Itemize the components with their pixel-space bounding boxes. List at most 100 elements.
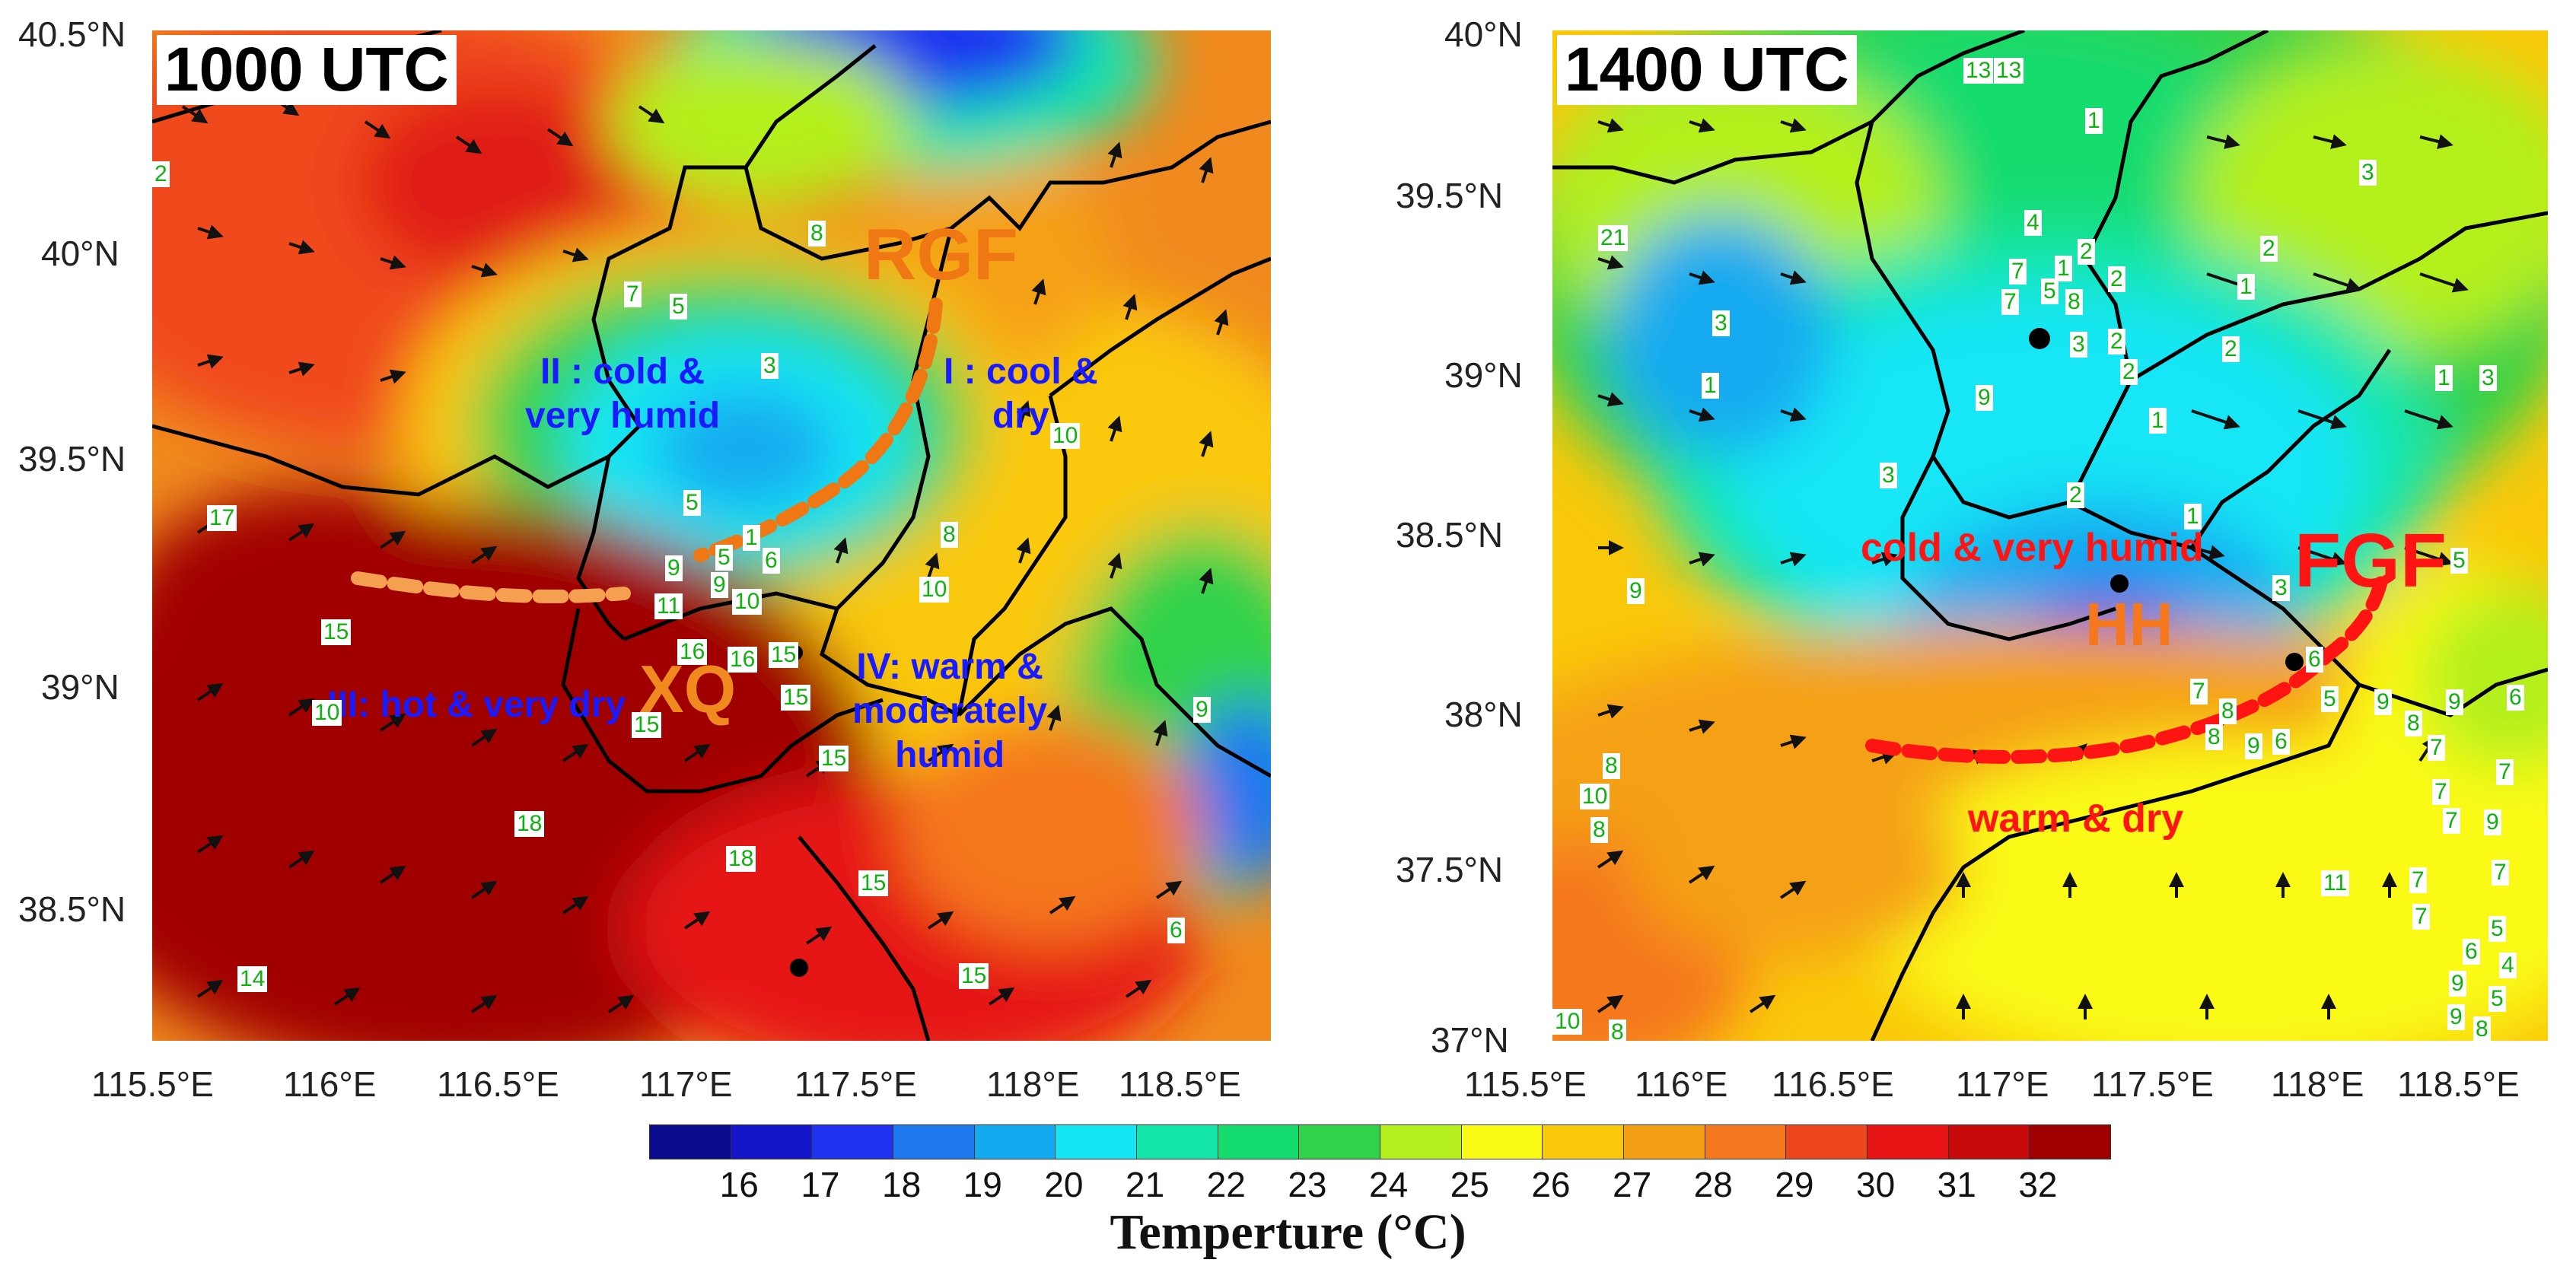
station-label: 6 bbox=[2463, 939, 2480, 965]
colorbar-swatch bbox=[893, 1124, 975, 1159]
station-label: 13 bbox=[1963, 58, 1994, 84]
colorbar-tick-label: 25 bbox=[1450, 1165, 1489, 1204]
station-label: 15 bbox=[321, 619, 352, 645]
station-label: 2 bbox=[2067, 482, 2084, 508]
station-label: 3 bbox=[1880, 463, 1897, 488]
station-label: 2 bbox=[2108, 329, 2125, 355]
station-dot bbox=[2285, 653, 2304, 671]
region-label-line: I : cool & bbox=[944, 351, 1098, 392]
station-label: 15 bbox=[819, 746, 849, 771]
station-label: 8 bbox=[941, 522, 958, 548]
lon-tick-label: 116°E bbox=[1635, 1064, 1728, 1104]
station-label: 2 bbox=[152, 161, 170, 187]
panel-title: 1000 UTC bbox=[157, 35, 457, 105]
station-label: 1 bbox=[1702, 373, 1719, 399]
colorbar-swatch bbox=[730, 1124, 813, 1159]
station-label: 9 bbox=[2446, 689, 2463, 715]
lat-tick-label: 38.5°N bbox=[18, 889, 126, 929]
station-label: 6 bbox=[2507, 685, 2524, 711]
station-label: 5 bbox=[2041, 278, 2059, 304]
station-label: 8 bbox=[1609, 1019, 1626, 1041]
station-label: 7 bbox=[2009, 259, 2027, 285]
colorbar-tick-label: 29 bbox=[1775, 1165, 1814, 1204]
station-label: 10 bbox=[1552, 1009, 1583, 1035]
station-label: 2 bbox=[2078, 239, 2095, 265]
front-label-rgf: RGF bbox=[864, 214, 1018, 295]
station-label: 4 bbox=[2024, 210, 2042, 236]
station-label: 9 bbox=[1627, 578, 1645, 604]
station-label: 9 bbox=[711, 572, 728, 598]
station-label: 6 bbox=[763, 548, 780, 574]
station-label: 2 bbox=[2120, 359, 2138, 385]
station-label: 5 bbox=[2321, 686, 2339, 712]
region-label-warm: warm & dry bbox=[1968, 797, 2184, 841]
station-label: 7 bbox=[2409, 867, 2427, 893]
lon-tick-label: 118°E bbox=[986, 1064, 1080, 1104]
lat-tick-label: 39.5°N bbox=[1396, 176, 1504, 215]
station-label: 7 bbox=[2432, 779, 2450, 805]
colorbar-swatch bbox=[1380, 1124, 1462, 1159]
colorbar-swatch bbox=[1055, 1124, 1137, 1159]
station-label: 9 bbox=[665, 555, 683, 581]
region-label-i: I : cool & dry bbox=[944, 350, 1098, 438]
station-label: 21 bbox=[1598, 225, 1629, 251]
station-label: 5 bbox=[2450, 548, 2468, 574]
station-label: 6 bbox=[2272, 729, 2290, 755]
colorbar-swatch bbox=[811, 1124, 893, 1159]
station-label: 9 bbox=[2245, 733, 2262, 759]
colorbar-swatch bbox=[2029, 1124, 2111, 1159]
map-panel-1400utc: 1400 UTC cold & very humid warm & dry FG… bbox=[1552, 30, 2548, 1041]
station-dot bbox=[2110, 574, 2129, 593]
map-panel-1000utc: 1000 UTC II : cold & very humid I : cool… bbox=[152, 30, 1271, 1041]
colorbar-tick-label: 24 bbox=[1369, 1165, 1409, 1204]
lon-tick-label: 116°E bbox=[283, 1064, 377, 1104]
front-label-hh: HH bbox=[2085, 590, 2173, 658]
station-label: 10 bbox=[1050, 423, 1081, 449]
region-label-iii: III: hot & very dry bbox=[327, 685, 626, 725]
lat-tick-label: 40°N bbox=[1444, 14, 1523, 54]
panel-title: 1400 UTC bbox=[1557, 35, 1857, 105]
colorbar-tick-label: 20 bbox=[1044, 1165, 1084, 1204]
station-label: 8 bbox=[2065, 289, 2083, 315]
station-label: 15 bbox=[959, 963, 989, 989]
station-label: 9 bbox=[1976, 385, 1993, 411]
station-dot bbox=[790, 959, 808, 977]
lat-tick-label: 38.5°N bbox=[1396, 515, 1504, 555]
station-label: 13 bbox=[1994, 58, 2024, 84]
lat-tick-label: 39.5°N bbox=[18, 439, 126, 479]
lon-tick-label: 117°E bbox=[639, 1064, 733, 1104]
station-label: 9 bbox=[2374, 689, 2392, 715]
station-label: 16 bbox=[677, 639, 708, 665]
station-label: 10 bbox=[312, 700, 342, 726]
colorbar-tick-label: 21 bbox=[1126, 1165, 1165, 1204]
station-label: 2 bbox=[2222, 336, 2240, 362]
station-label: 15 bbox=[858, 870, 889, 896]
station-label: 16 bbox=[728, 647, 758, 673]
station-label: 15 bbox=[632, 712, 662, 738]
station-label: 8 bbox=[2205, 724, 2223, 750]
station-label: 3 bbox=[2479, 365, 2497, 391]
region-label-line: very humid bbox=[525, 396, 721, 436]
colorbar-swatch bbox=[1704, 1124, 1787, 1159]
colorbar-swatch bbox=[649, 1124, 731, 1159]
station-label: 4 bbox=[2499, 953, 2517, 978]
station-label: 7 bbox=[2190, 679, 2208, 705]
station-label: 1 bbox=[2085, 108, 2103, 134]
station-label: 14 bbox=[237, 966, 268, 992]
station-label: 11 bbox=[2321, 870, 2350, 896]
station-label: 15 bbox=[781, 685, 811, 711]
lon-tick-label: 115.5°E bbox=[1464, 1064, 1587, 1104]
front-label-fgf: FGF bbox=[2294, 518, 2447, 603]
station-label: 1 bbox=[743, 525, 760, 551]
station-label: 8 bbox=[1590, 817, 1608, 843]
colorbar-tick-label: 31 bbox=[1937, 1165, 1976, 1204]
lon-tick-label: 116.5°E bbox=[437, 1064, 559, 1104]
colorbar-title: Temperture (°C) bbox=[1110, 1204, 1466, 1260]
lon-tick-label: 116.5°E bbox=[1772, 1064, 1894, 1104]
wind-vectors bbox=[181, 97, 1229, 1013]
station-label: 7 bbox=[2428, 735, 2445, 761]
station-label: 1 bbox=[2149, 408, 2167, 434]
region-label-ii: II : cold & very humid bbox=[525, 350, 720, 438]
colorbar-tick-label: 18 bbox=[882, 1165, 922, 1204]
lat-tick-label: 39°N bbox=[41, 667, 119, 707]
